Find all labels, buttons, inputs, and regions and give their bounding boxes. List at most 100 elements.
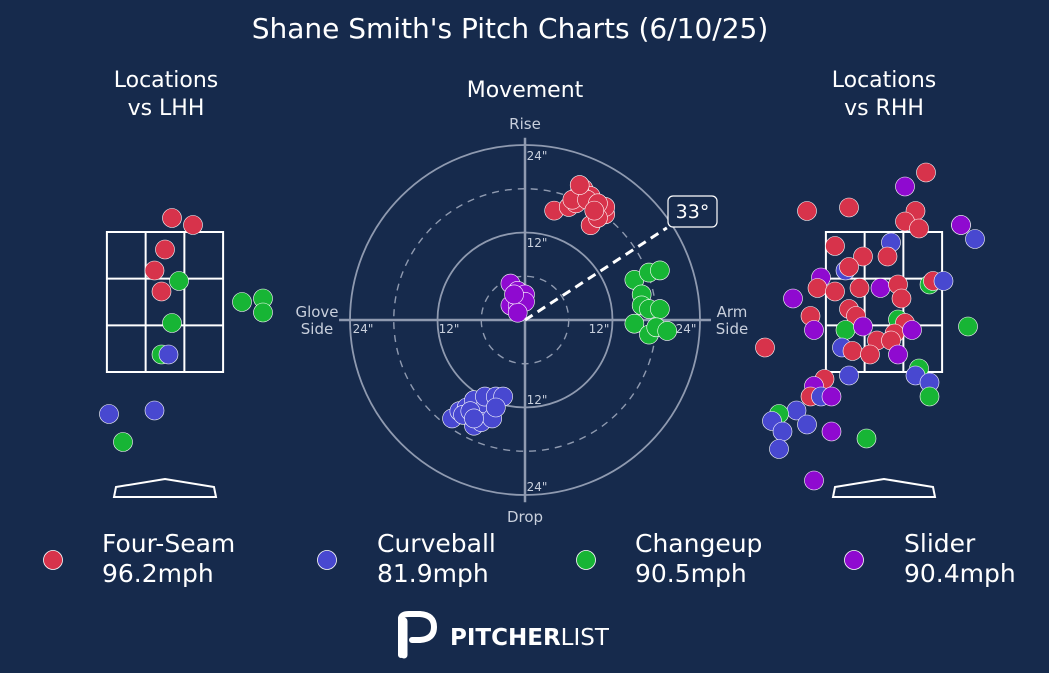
movement-panel: Rise Drop Glove Side Arm Side 24" 12" 12… [295,115,748,526]
rhh-point-four-seam [755,337,775,358]
rhh-zone-border [824,231,944,373]
rhh-point-curveball [769,439,789,459]
lhh-point-four-seam [162,208,182,228]
lhh-point-four-seam [144,260,165,281]
rhh-point-curveball [772,421,793,442]
rhh-point-four-seam [825,281,845,302]
rhh-point-slider [821,421,842,442]
legend: Four-Seam 96.2mph Curveball 81.9mph Chan… [43,529,1016,588]
lhh-title-line1: Locations [114,68,219,93]
rhh-point-slider [783,288,803,309]
movement-point-curveball [464,408,484,429]
rhh-point-slider [902,320,922,340]
movement-point-four-seam [584,200,605,221]
rhh-point-slider [853,316,873,337]
lhh-point-changeup [232,292,252,312]
legend-name-curveball: Curveball [377,529,496,558]
rhh-home-plate [831,477,937,498]
legend-name-changeup: Changeup [635,529,762,558]
rhh-point-changeup [919,386,940,407]
rhh-point-slider [870,278,891,298]
legend-name-four-seam: Four-Seam [102,529,235,558]
brand-bold: PITCHER [450,625,561,651]
legend-velo-slider: 90.4mph [904,559,1016,588]
rhh-title-line2: vs RHH [844,96,924,121]
brand-light: LIST [561,625,610,651]
rhh-point-slider [895,176,915,197]
legend-marker-curveball [317,550,337,570]
pitcherlist-wordmark: PITCHERLIST [450,625,610,651]
movement-point-changeup [650,299,670,319]
lhh-point-changeup [162,313,182,333]
lhh-points [99,208,273,452]
glove-side-label-line2: Side [301,320,333,338]
legend-marker-four-seam [43,550,63,570]
glove-side-label-line1: Glove [295,303,338,321]
rhh-points [755,162,985,491]
movement-point-curveball [486,397,506,418]
arm-angle-box [667,195,718,228]
arm-side-label-line1: Arm [717,303,748,321]
drop-label: Drop [507,508,543,526]
movement-point-slider [504,284,524,305]
legend-velo-four-seam: 96.2mph [102,559,214,588]
rhh-point-curveball [839,365,859,386]
rhh-point-slider [804,470,824,491]
rhh-location-panel [755,162,985,498]
rhh-point-curveball [965,229,985,249]
lhh-point-curveball [144,400,165,421]
rise-label: Rise [509,115,541,133]
rhh-point-slider [804,320,824,340]
chart-title: Shane Smith's Pitch Charts (6/10/25) [252,12,769,45]
rhh-point-slider [888,344,908,365]
lhh-point-four-seam [155,239,175,260]
movement-points [442,175,677,436]
lhh-point-changeup [113,432,133,452]
movement-point-changeup [657,321,677,341]
movement-point-changeup [624,313,645,334]
pitcherlist-logo-mark-icon [398,611,438,659]
lhh-point-four-seam [183,215,203,235]
arm-angle-line [524,226,668,322]
lhh-home-plate [112,477,218,498]
legend-marker-slider [844,550,864,570]
lhh-location-panel [99,208,273,498]
rhh-point-four-seam [860,344,880,365]
lhh-point-curveball [158,344,179,365]
arm-angle-label: 33° [676,201,710,223]
rhh-point-curveball [797,414,817,435]
rhh-point-four-seam [839,257,859,277]
rhh-point-four-seam [849,278,870,298]
rhh-point-four-seam [797,201,817,221]
movement-point-four-seam [569,175,590,195]
rhh-point-four-seam [916,162,936,183]
ring-label-top-24: 24" [527,149,548,163]
rhh-point-four-seam [877,246,898,267]
rhh-point-four-seam [909,218,929,239]
movement-point-slider [507,302,528,323]
rhh-point-curveball [933,271,954,291]
lhh-strike-zone [105,231,225,373]
arm-side-label-line2: Side [716,320,748,338]
ring-label-left-24: 24" [353,322,374,336]
legend-name-slider: Slider [904,529,976,558]
lhh-point-changeup [169,271,189,291]
lhh-zone-border [105,231,225,373]
lhh-point-changeup [253,302,273,323]
rhh-point-four-seam [842,341,863,361]
rhh-point-changeup [856,428,877,449]
lhh-point-curveball [99,404,119,424]
movement-point-changeup [650,260,670,281]
legend-velo-curveball: 81.9mph [377,559,489,588]
rhh-point-four-seam [853,246,873,267]
ring-label-top-12: 12" [527,236,548,250]
rhh-point-slider [951,215,971,235]
rhh-point-changeup [958,316,978,337]
rhh-point-changeup [835,320,856,340]
lhh-title-line2: vs LHH [128,96,205,121]
rhh-point-slider [821,386,842,407]
lhh-point-four-seam [151,281,172,302]
legend-velo-changeup: 90.5mph [635,559,747,588]
pitcherlist-logo: PITCHERLIST [398,611,610,659]
